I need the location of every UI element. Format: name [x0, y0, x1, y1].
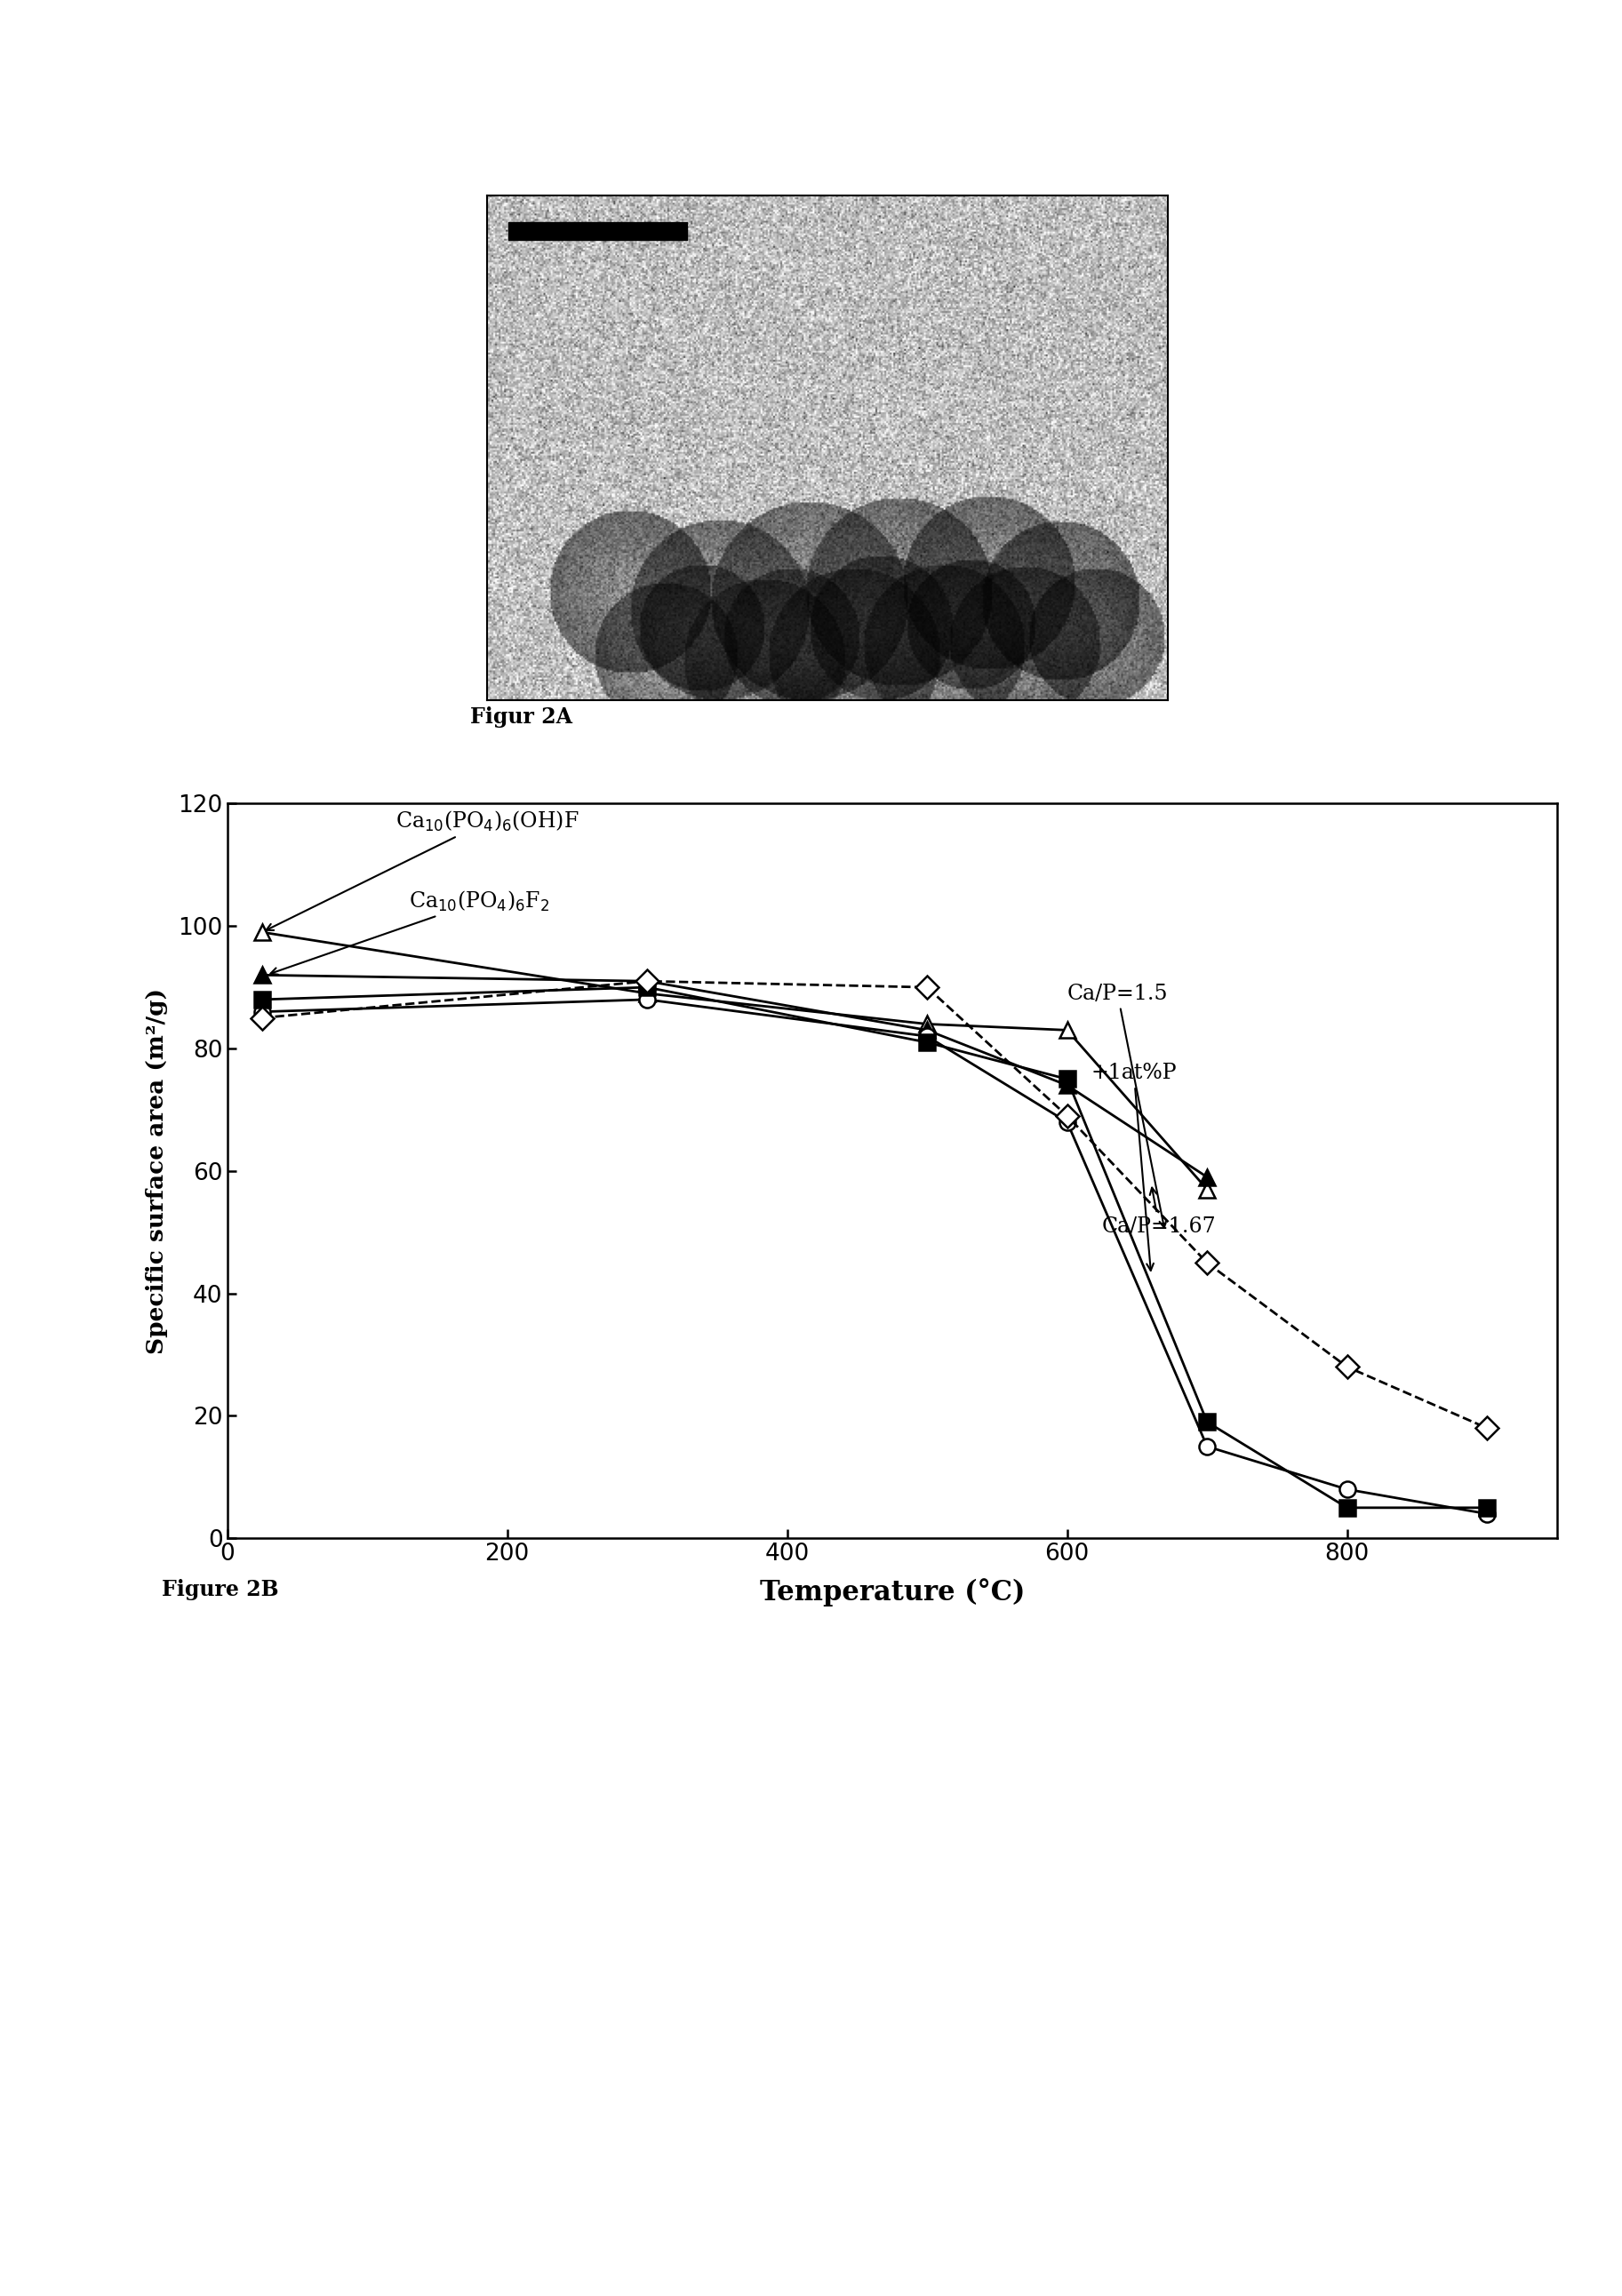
X-axis label: Temperature (°C): Temperature (°C) — [759, 1577, 1025, 1607]
Text: +1at%P: +1at%P — [1092, 1063, 1178, 1270]
Text: Ca/P=1.67: Ca/P=1.67 — [1101, 1187, 1216, 1238]
Text: Ca/P=1.5: Ca/P=1.5 — [1067, 983, 1168, 1228]
Text: Ca$_{10}$(PO$_4$)$_6$F$_2$: Ca$_{10}$(PO$_4$)$_6$F$_2$ — [271, 889, 550, 974]
Y-axis label: Specific surface area (m²/g): Specific surface area (m²/g) — [146, 987, 169, 1355]
Text: Figur 2A: Figur 2A — [470, 707, 573, 728]
Text: Ca$_{10}$(PO$_4$)$_6$(OH)F: Ca$_{10}$(PO$_4$)$_6$(OH)F — [266, 810, 579, 930]
Bar — [508, 223, 688, 241]
Text: Figure 2B: Figure 2B — [162, 1580, 279, 1600]
